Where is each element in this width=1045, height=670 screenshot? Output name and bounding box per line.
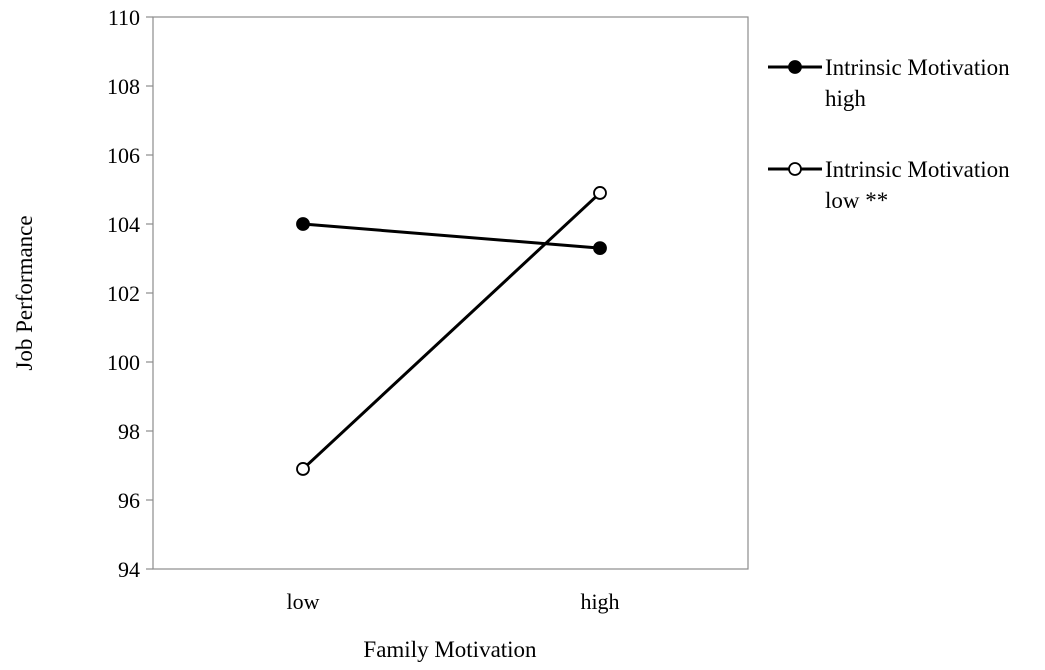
series-layer: [296, 186, 607, 476]
y-tick-label: 102: [107, 281, 140, 306]
y-tick-label: 96: [118, 488, 140, 513]
y-tick-label: 110: [108, 5, 140, 30]
y-tick-label: 100: [107, 350, 140, 375]
series-line: [301, 191, 602, 471]
y-axis-ticks: 94 96 98 100 102 104 106 108 110: [107, 5, 153, 582]
y-axis-title: Job Performance: [12, 215, 37, 370]
legend-label: low **: [825, 188, 888, 213]
data-point-open: [296, 462, 310, 476]
legend-marker-open: [788, 162, 802, 176]
data-point-filled: [296, 217, 310, 231]
legend-marker-filled: [788, 60, 802, 74]
legend-item: Intrinsic Motivation high: [768, 55, 1010, 111]
y-tick-label: 98: [118, 419, 140, 444]
data-point-filled: [593, 241, 607, 256]
x-axis-title: Family Motivation: [363, 637, 537, 662]
legend-label: high: [825, 86, 866, 111]
y-tick-label: 104: [107, 212, 140, 237]
legend-label: Intrinsic Motivation: [825, 55, 1010, 80]
legend-item: Intrinsic Motivation low **: [768, 157, 1010, 213]
legend-label: Intrinsic Motivation: [825, 157, 1010, 182]
y-tick-label: 108: [107, 74, 140, 99]
plot-area-frame: [152, 16, 749, 570]
data-point-open: [593, 186, 607, 200]
x-tick-label: high: [580, 589, 619, 614]
series-line: [302, 222, 601, 250]
x-tick-label: low: [287, 589, 320, 614]
y-tick-label: 106: [107, 143, 140, 168]
y-tick-label: 94: [118, 557, 140, 582]
x-axis-ticks: low high: [287, 589, 620, 614]
